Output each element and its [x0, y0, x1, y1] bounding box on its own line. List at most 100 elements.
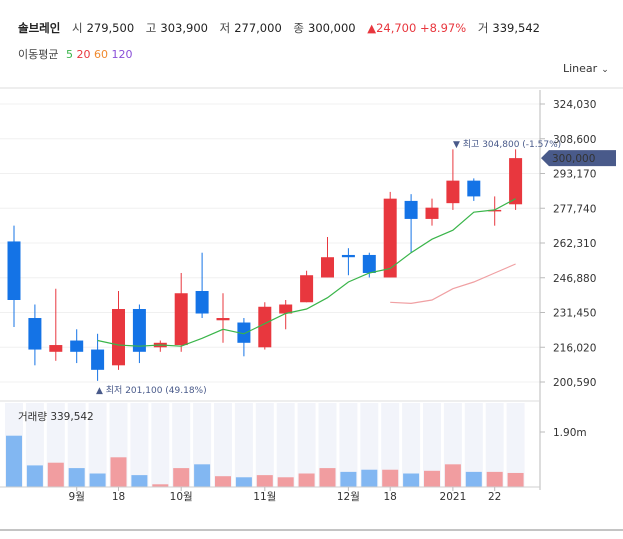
- low-label: 저: [219, 21, 231, 35]
- volume-slot-background: [151, 403, 170, 487]
- volume-bar: [68, 468, 85, 487]
- volume-bar: [277, 477, 294, 487]
- candle-body: [28, 318, 42, 350]
- volume-title: 거래량 339,542: [18, 411, 94, 423]
- volume-bar: [215, 476, 231, 487]
- volume-slot-background: [360, 403, 379, 487]
- annotations: ▼ 최고 304,800 (-1.57%) ▲ 최저 201,100 (49.18…: [96, 139, 616, 396]
- scale-selector[interactable]: Linear ⌄: [563, 62, 609, 75]
- volume-slot-background: [88, 403, 107, 487]
- ma-120-label: 120: [111, 48, 133, 61]
- candle-body: [446, 180, 460, 204]
- time-tick-label: 9월: [69, 491, 85, 503]
- price-tick-label: 216,020: [553, 342, 596, 354]
- volume-bar: [298, 473, 315, 487]
- price-tick-label: 246,880: [553, 273, 596, 285]
- time-tick-label: 12월: [337, 491, 360, 503]
- candle-body: [279, 304, 293, 314]
- volume-bar: [424, 470, 440, 487]
- volume-bar: [152, 484, 169, 487]
- ma20-line: [390, 263, 516, 305]
- volume-bar: [361, 469, 378, 487]
- volume-bar: [235, 477, 252, 487]
- price-tick-label: 324,030: [553, 99, 596, 111]
- change-value: ▲24,700 +8.97%: [367, 21, 467, 35]
- time-axis: 9월 18 10월 11월 12월 18 2021 22: [0, 487, 623, 531]
- volume-panel: 거래량 339,542 1.90m: [0, 400, 587, 488]
- volume-slot-background: [297, 403, 316, 487]
- candle-body: [509, 158, 523, 205]
- high-label: 고: [145, 21, 157, 35]
- candle-body: [7, 241, 21, 301]
- volume-bar: [47, 462, 64, 487]
- volume-bar: [382, 469, 399, 487]
- volume-bar: [256, 475, 273, 487]
- chevron-down-icon: ⌄: [601, 65, 609, 75]
- candle-body: [488, 209, 502, 212]
- price-tick-label: 308,600: [553, 134, 596, 146]
- candle-body: [300, 275, 314, 303]
- moving-average-legend[interactable]: 이동평균 5 20 60 120: [18, 46, 132, 62]
- candle-body: [132, 309, 146, 352]
- volume-bar: [173, 468, 190, 487]
- candle-body: [216, 318, 230, 321]
- volume-bar: [6, 435, 22, 487]
- close-value: 300,000: [308, 21, 356, 35]
- candle-body: [49, 345, 63, 352]
- volume-bar: [89, 473, 106, 487]
- volume-bar: [486, 471, 503, 487]
- candle-body: [404, 200, 418, 219]
- volume-slot-background: [276, 403, 295, 487]
- volume-slot-background: [423, 403, 441, 487]
- price-tick-label: 293,170: [553, 169, 596, 181]
- volume-slot-background: [255, 403, 274, 487]
- volume-bar: [444, 464, 461, 487]
- low-value: 277,000: [234, 21, 282, 35]
- ma-20-label: 20: [76, 48, 91, 61]
- candle-body: [341, 254, 355, 258]
- ma5-line: [97, 198, 516, 347]
- volume-bar: [110, 457, 127, 487]
- volume-bar: [26, 465, 43, 487]
- volume-bar: [507, 472, 524, 487]
- volume-bar: [340, 471, 357, 487]
- volume-slot-background: [67, 403, 86, 487]
- candle-body: [112, 309, 125, 366]
- volume-label: 거: [477, 21, 489, 35]
- candle-body: [362, 254, 376, 273]
- price-tick-label: 231,450: [553, 308, 596, 320]
- volume-slot-background: [214, 403, 232, 487]
- volume-bar: [403, 473, 420, 487]
- volume-slot-background: [381, 403, 400, 487]
- high-annotation: ▼ 최고 304,800 (-1.57%): [453, 139, 561, 150]
- price-tick-label: 200,590: [553, 377, 596, 389]
- scale-label: Linear: [563, 62, 598, 75]
- volume-slot-background: [234, 403, 253, 487]
- volume-bar: [319, 468, 336, 487]
- price-tick-label: 277,740: [553, 203, 596, 215]
- price-summary: 솔브레인 시 279,500 고 303,900 저 277,000 종 300,000…: [18, 20, 548, 36]
- time-tick-label: 10월: [170, 491, 193, 503]
- candle-body: [425, 207, 439, 219]
- time-tick-label: 2021: [440, 491, 467, 503]
- volume-slot-background: [318, 403, 337, 487]
- candle-body: [237, 322, 251, 343]
- candle-body: [321, 257, 334, 278]
- price-tick-label: 262,310: [553, 238, 596, 250]
- stock-name: 솔브레인: [18, 21, 61, 35]
- candle-body: [195, 290, 209, 314]
- current-price-label: 300,000: [552, 153, 595, 165]
- close-label: 종: [293, 21, 305, 35]
- ma-5-label: 5: [65, 48, 73, 61]
- time-tick-label: 18: [112, 491, 125, 503]
- low-annotation: ▲ 최저 201,100 (49.18%): [96, 385, 207, 396]
- candle-body: [70, 340, 84, 352]
- time-tick-label: 11월: [253, 491, 276, 503]
- volume-slot-background: [339, 403, 358, 487]
- candle-body: [91, 349, 105, 370]
- candles: [7, 149, 523, 381]
- volume-slot-background: [402, 403, 421, 487]
- volume-slot-background: [506, 403, 525, 487]
- price-axis: 324,030 308,600 293,170 277,740 262,310 246,8…: [553, 99, 596, 389]
